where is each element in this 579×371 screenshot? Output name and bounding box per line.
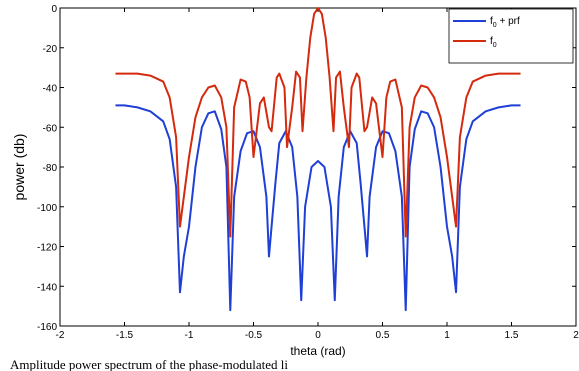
y-tick-label: -80: [43, 163, 58, 174]
x-axis-ticks: -2 -1.5 -1 -0.5 0 0.5 1 1.5 2: [56, 8, 579, 341]
legend-entry-blue-sub: 0: [493, 22, 497, 29]
x-axis-label: theta (rad): [290, 344, 345, 358]
y-tick-label: -140: [37, 282, 57, 293]
x-tick-label: 0.5: [376, 330, 390, 341]
y-tick-label: -60: [43, 123, 58, 134]
y-tick-label: -160: [37, 322, 57, 333]
legend-entry-blue-base: f: [490, 16, 493, 27]
x-tick-label: 0: [315, 330, 321, 341]
x-tick-label: 1: [444, 330, 450, 341]
x-tick-label: 2: [573, 330, 579, 341]
y-tick-label: -100: [37, 203, 57, 214]
series-line-blue: [115, 104, 521, 312]
x-tick-label: -1.5: [116, 330, 134, 341]
figure-caption: Amplitude power spectrum of the phase-mo…: [10, 358, 288, 371]
legend-entry-blue: f0 + prf: [490, 16, 520, 29]
x-tick-label: -1: [185, 330, 194, 341]
y-axis-label: power (db): [11, 134, 27, 201]
legend-box: [448, 8, 574, 64]
y-tick-label: 0: [51, 4, 57, 15]
series-layer: [115, 7, 521, 312]
x-tick-label: 1.5: [505, 330, 519, 341]
series-line-red: [115, 7, 521, 238]
legend-entry-red: f0: [490, 36, 497, 49]
y-axis-ticks: 0 -20 -40 -60 -80 -100 -120 -140 -160: [37, 4, 576, 333]
legend-entry-red-sub: 0: [493, 42, 497, 49]
y-tick-label: -120: [37, 243, 57, 254]
y-tick-label: -40: [43, 84, 58, 95]
legend-entry-blue-suffix: + prf: [497, 16, 520, 27]
x-tick-label: -0.5: [245, 330, 263, 341]
legend: f0 + prf f0: [448, 8, 574, 64]
legend-entry-red-base: f: [490, 36, 493, 47]
x-tick-label: -2: [56, 330, 65, 341]
y-tick-label: -20: [43, 44, 58, 55]
